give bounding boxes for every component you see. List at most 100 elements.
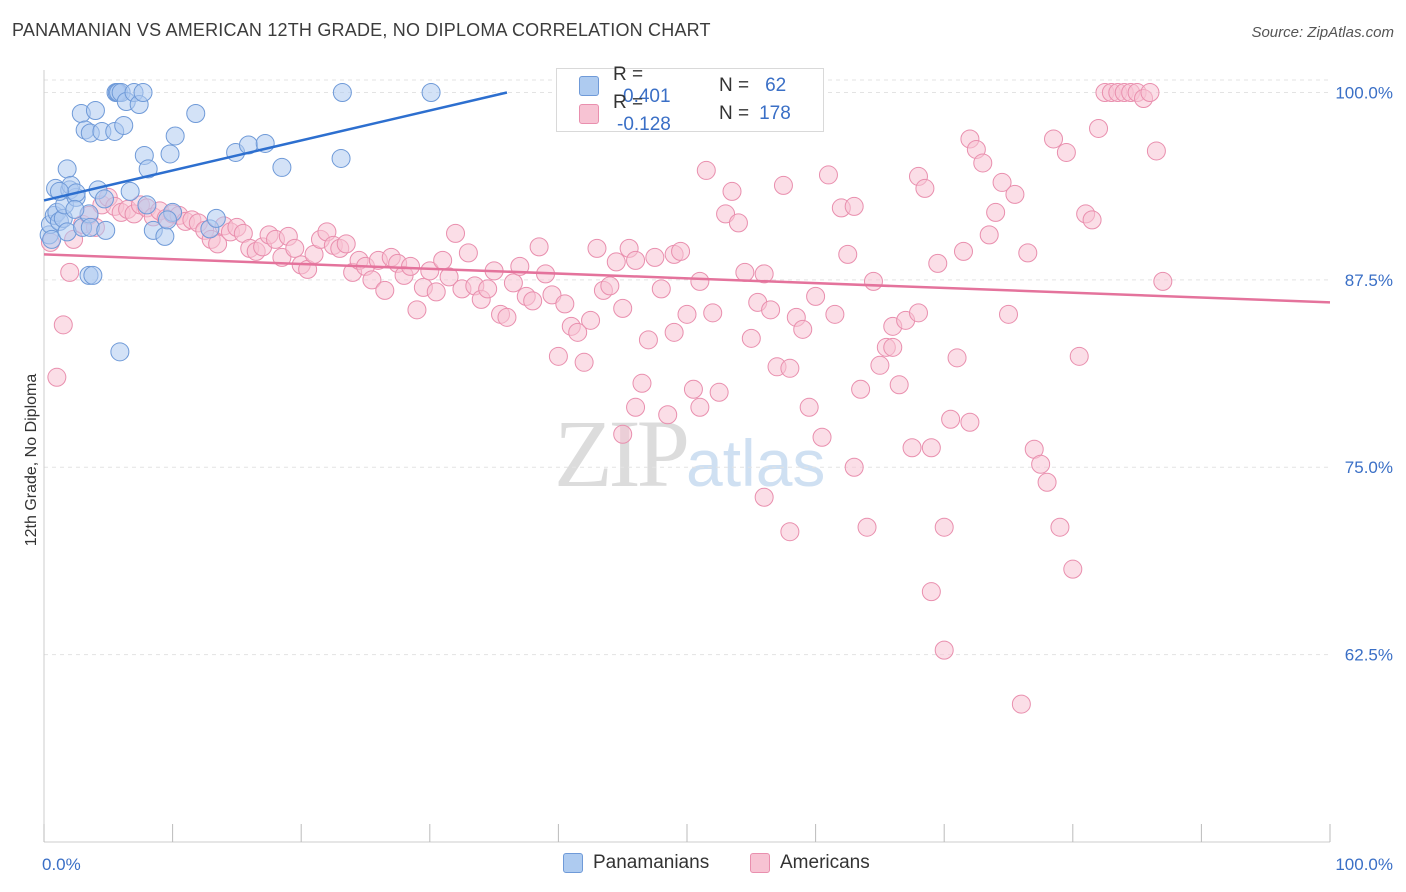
american-point	[986, 202, 1006, 222]
legend-item-americans[interactable]: Americans	[750, 852, 870, 874]
american-point	[806, 286, 826, 306]
n-label: N =	[719, 103, 750, 124]
panamanian-point	[85, 100, 105, 120]
american-point	[812, 427, 832, 447]
american-point	[1063, 559, 1083, 579]
american-point	[632, 373, 652, 393]
american-point	[690, 271, 710, 291]
american-point	[529, 237, 549, 257]
panamanian-point	[206, 208, 226, 228]
american-point	[979, 225, 999, 245]
panamanian-point	[83, 265, 103, 285]
panamanian-point	[96, 220, 116, 240]
panamanian-point	[110, 342, 130, 362]
american-point	[645, 247, 665, 267]
legend-swatch-blue	[579, 76, 599, 96]
panamanian-point	[133, 82, 153, 102]
american-point	[1146, 141, 1166, 161]
series-legend: Panamanians Americans	[0, 852, 1406, 878]
american-point	[626, 397, 646, 417]
legend-label-americans: Americans	[780, 852, 870, 873]
panamanian-point	[57, 159, 77, 179]
american-point	[902, 438, 922, 458]
american-point	[722, 181, 742, 201]
american-point	[458, 243, 478, 263]
american-point	[728, 213, 748, 233]
panamanian-point	[114, 115, 134, 135]
american-point	[433, 250, 453, 270]
panamanian-point	[165, 126, 185, 146]
american-point	[928, 253, 948, 273]
american-point	[754, 264, 774, 284]
american-point	[47, 367, 67, 387]
r-label: R =	[613, 64, 644, 85]
american-point	[587, 238, 607, 258]
american-point	[60, 262, 80, 282]
american-point	[973, 153, 993, 173]
n-value: 178	[759, 103, 791, 124]
chart-title: PANAMANIAN VS AMERICAN 12TH GRADE, NO DI…	[12, 20, 711, 40]
american-point	[1140, 82, 1160, 102]
american-point	[735, 262, 755, 282]
american-point	[671, 241, 691, 261]
american-point	[439, 267, 459, 287]
american-point	[1037, 472, 1057, 492]
american-point	[651, 279, 671, 299]
american-point	[947, 348, 967, 368]
panamanian-point	[160, 144, 180, 164]
american-point	[883, 337, 903, 357]
american-point	[696, 160, 716, 180]
american-point	[362, 270, 382, 290]
panamanian-point	[138, 159, 158, 179]
r-value: 0.401	[623, 86, 671, 107]
american-point	[1044, 129, 1064, 149]
american-point	[53, 315, 73, 335]
american-point	[921, 438, 941, 458]
american-point	[992, 172, 1012, 192]
american-point	[613, 298, 633, 318]
panamanian-trend-line	[43, 91, 508, 202]
american-point	[401, 256, 421, 276]
american-point	[780, 522, 800, 542]
stats-legend: R = 0.401 N = 62 R = -0.128 N = 178	[556, 64, 824, 135]
american-point	[497, 307, 517, 327]
panamanian-point	[137, 195, 157, 215]
american-point	[741, 328, 761, 348]
american-point	[420, 261, 440, 281]
legend-label-panamanians: Panamanians	[593, 852, 710, 873]
american-point	[999, 304, 1018, 324]
american-point	[780, 358, 800, 378]
y-tick-label: 100.0%	[1335, 83, 1393, 102]
american-point	[818, 165, 838, 185]
american-point	[863, 271, 883, 291]
american-point	[626, 250, 646, 270]
r-stat: R = -0.128	[613, 92, 705, 136]
x-tick-label: 100.0%	[1335, 855, 1393, 874]
american-point	[478, 279, 498, 299]
stats-legend-row-panamanians: R = 0.401 N = 62	[579, 64, 786, 107]
chart-source: Source: ZipAtlas.com	[1251, 24, 1394, 41]
american-point	[754, 487, 774, 507]
r-stat: R = 0.401	[613, 64, 705, 108]
american-point	[1031, 454, 1051, 474]
panamanian-point	[421, 82, 441, 102]
american-point	[375, 280, 395, 300]
american-point	[1082, 210, 1102, 230]
american-point	[677, 304, 697, 324]
panamanian-point	[65, 199, 85, 219]
panamanian-point	[186, 103, 206, 123]
legend-swatch-pink	[579, 104, 599, 124]
american-point	[870, 355, 890, 375]
american-point	[523, 291, 543, 311]
american-point	[1089, 118, 1109, 138]
american-point	[613, 424, 633, 444]
r-label: R =	[613, 92, 644, 113]
american-point	[1018, 243, 1038, 263]
r-value: -0.128	[617, 114, 671, 135]
american-point	[889, 375, 909, 395]
legend-swatch-blue	[563, 853, 583, 873]
legend-item-panamanians[interactable]: Panamanians	[563, 852, 709, 874]
american-point	[574, 352, 594, 372]
american-point	[908, 303, 928, 323]
